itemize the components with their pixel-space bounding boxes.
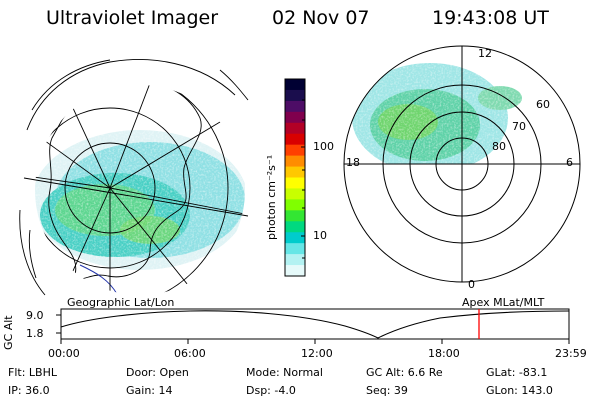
mlt-18-label: 18	[346, 156, 360, 169]
colorbar-swatch	[285, 100, 305, 113]
meridians	[35, 85, 245, 295]
colorbar-tick-100: 100	[313, 140, 334, 153]
status-ip: IP: 36.0	[8, 384, 50, 397]
geographic-map	[19, 59, 249, 296]
time-label-1800: 18:00	[428, 347, 460, 360]
colorbar-swatch	[285, 243, 305, 255]
colorbar-swatch	[285, 177, 305, 190]
apex-map-label: Apex MLat/MLT	[462, 296, 545, 309]
pixel-noise	[35, 110, 245, 290]
polar-pixel-noise	[350, 60, 550, 165]
altitude-plot	[56, 308, 570, 344]
coastline	[48, 85, 202, 280]
colorbar-tick-10: 10	[313, 229, 327, 242]
colorbar-swatch	[285, 122, 305, 135]
altitude-ymin-label: 1.8	[26, 327, 44, 340]
colorbar-swatch	[285, 111, 305, 124]
time-label-1200: 12:00	[301, 347, 333, 360]
colorbar-swatch	[285, 79, 305, 91]
status-glat: GLat: -83.1	[486, 366, 548, 379]
colorbar-swatch	[285, 199, 305, 211]
instrument-title: Ultraviolet Imager	[46, 7, 219, 29]
time-label-2359: 23:59	[555, 347, 587, 360]
mlat-60-label: 60	[536, 98, 550, 111]
altitude-ticks	[56, 314, 570, 344]
status-dsp: Dsp: -4.0	[246, 384, 296, 397]
geographic-map-label: Geographic Lat/Lon	[67, 296, 175, 309]
status-seq: Seq: 39	[366, 384, 408, 397]
time-label: 19:43:08 UT	[432, 7, 549, 29]
mlat-70-label: 70	[512, 120, 526, 133]
status-gain: Gain: 14	[126, 384, 173, 397]
mlt-12-label: 12	[478, 47, 492, 60]
colorbar-unit-label: photon cm⁻²s⁻¹	[265, 154, 278, 240]
colorbar-swatch	[285, 265, 305, 277]
status-gc-alt: GC Alt: 6.6 Re	[366, 366, 443, 379]
colorbar-swatch	[285, 144, 305, 157]
colorbar-ticks	[301, 99, 305, 259]
colorbar-swatch	[285, 221, 305, 233]
status-glon: GLon: 143.0	[486, 384, 553, 397]
mlat-80-label: 80	[492, 140, 506, 153]
status-door: Door: Open	[126, 366, 189, 379]
time-label-0000: 00:00	[48, 347, 80, 360]
mlt-06-label: 6	[566, 156, 573, 169]
polar-night-mask	[344, 164, 580, 282]
colorbar-swatch	[285, 166, 305, 179]
polar-plot	[343, 45, 581, 283]
altitude-axis-label: GC Alt	[2, 315, 15, 350]
colorbar-swatch	[285, 232, 305, 244]
colorbar-swatch	[285, 188, 305, 200]
colorbar-swatch	[285, 89, 305, 102]
time-label-0600: 06:00	[174, 347, 206, 360]
status-mode: Mode: Normal	[246, 366, 323, 379]
mlt-00-label: 0	[468, 278, 475, 291]
lat-circle-3	[35, 85, 229, 295]
outer-graticule	[19, 59, 249, 296]
colorbar-swatch	[285, 210, 305, 222]
altitude-ymax-label: 9.0	[26, 309, 44, 322]
colorbar	[284, 78, 306, 277]
date-label: 02 Nov 07	[272, 7, 370, 29]
colorbar-swatch	[285, 133, 305, 146]
colorbar-swatch	[285, 254, 305, 266]
colorbar-swatch	[285, 155, 305, 168]
status-flt: Flt: LBHL	[8, 366, 57, 379]
altitude-curve	[60, 310, 570, 339]
